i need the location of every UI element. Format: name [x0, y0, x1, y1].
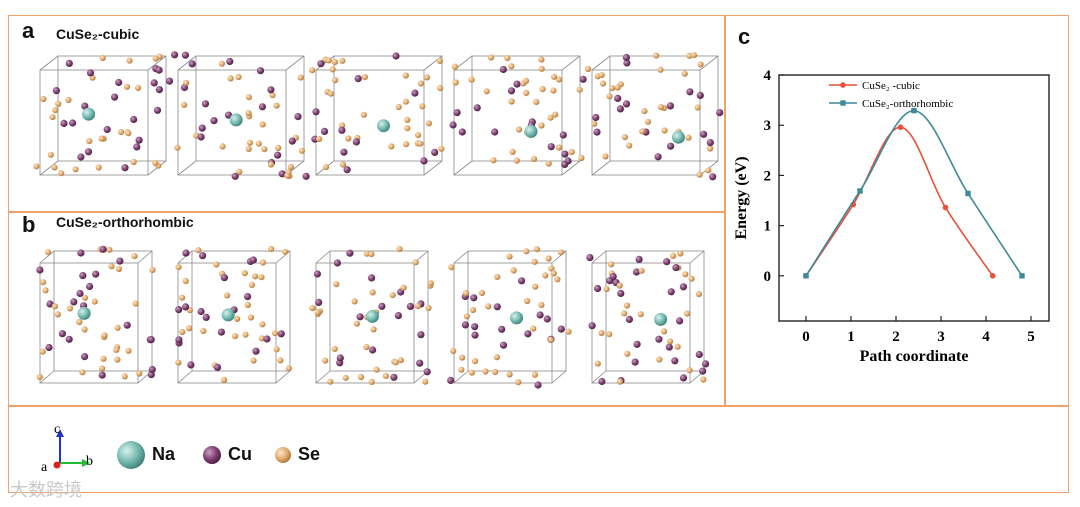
y-axis-label: Energy (eV) — [733, 156, 750, 239]
cubic-structure-4 — [449, 54, 587, 176]
cu-atom-icon — [203, 446, 221, 464]
triad-c-label: c — [54, 425, 60, 437]
panel-c-label: c — [738, 24, 751, 49]
y-tick-label: 1 — [764, 219, 772, 235]
panel-a-title: CuSe₂-cubic — [56, 26, 140, 42]
chart-axes: 0 1 2 3 4 0 1 2 3 4 5 — [764, 68, 1050, 345]
data-point — [1019, 273, 1025, 279]
na-atom-icon — [117, 441, 145, 469]
panel-b-label: b — [22, 212, 36, 237]
series-line-cubic — [805, 126, 994, 277]
cubic-structure-2 — [171, 51, 310, 180]
ortho-structure-5 — [586, 250, 710, 386]
panel-c-frame — [724, 15, 1069, 407]
legend-series-orthorhombic: CuSe₂-orthorhombic — [862, 98, 953, 110]
y-tick-label: 0 — [764, 269, 772, 285]
legend-cu-label: Cu — [228, 444, 252, 464]
data-point — [989, 273, 996, 279]
cubic-structure-3 — [309, 52, 445, 176]
y-tick-label: 2 — [764, 168, 772, 184]
legend-na-label: Na — [152, 444, 176, 464]
crystal-structures — [33, 51, 724, 389]
cubic-structure-1 — [33, 53, 174, 177]
se-atom-icon — [275, 447, 291, 463]
data-point — [911, 107, 917, 114]
legend-frame — [8, 405, 1069, 493]
series-line-orthorhombic — [805, 109, 1023, 277]
series-orthorhombic — [803, 107, 1025, 279]
energy-path-chart: Energy (eV) Path coordinate CuSe₂ -cubic… — [733, 68, 1050, 365]
triad-a-label: a — [41, 460, 48, 475]
x-tick-label: 3 — [937, 329, 945, 345]
ortho-structure-3 — [309, 245, 434, 385]
x-tick-label: 0 — [802, 329, 810, 345]
data-point — [942, 204, 949, 211]
panel-b-title: CuSe₂-orthorhombic — [56, 214, 194, 230]
data-point — [897, 124, 904, 131]
legend-se-label: Se — [298, 444, 321, 464]
x-axis-label: Path coordinate — [860, 348, 969, 365]
ortho-structure-1 — [36, 245, 156, 384]
legend-marker — [840, 100, 846, 106]
panel-a-label: a — [22, 18, 35, 43]
data-point — [857, 188, 863, 194]
x-tick-label: 2 — [892, 329, 900, 345]
x-tick-label: 1 — [847, 329, 855, 345]
legend-marker — [840, 82, 846, 88]
axes-triad: c a b — [41, 425, 93, 475]
watermark: 大数跨境 — [10, 480, 82, 501]
cubic-structure-5 — [585, 52, 724, 181]
x-tick-label: 4 — [982, 329, 990, 345]
panel-a-frame — [8, 15, 726, 213]
panel-b-frame — [8, 211, 726, 407]
series-cubic — [803, 124, 996, 279]
x-tick-label: 5 — [1027, 329, 1035, 345]
ortho-structure-4 — [447, 246, 572, 389]
data-point — [803, 273, 809, 279]
legend-series-cubic: CuSe₂ -cubic — [862, 80, 920, 92]
ortho-structure-2 — [175, 245, 292, 384]
y-tick-label: 3 — [764, 118, 772, 134]
triad-b-label: b — [86, 454, 93, 469]
data-point — [965, 190, 971, 197]
y-tick-label: 4 — [764, 68, 772, 84]
